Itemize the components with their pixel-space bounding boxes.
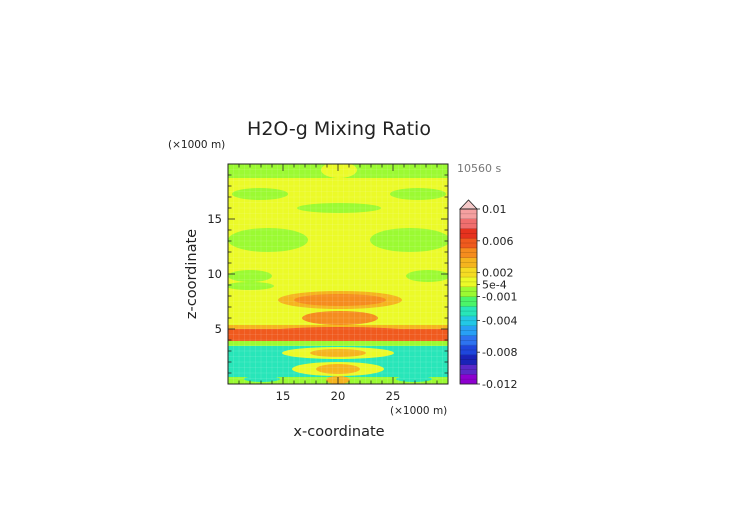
colorbar-swatch	[460, 345, 477, 356]
colorbar-swatch	[460, 354, 477, 365]
colorbar-swatch	[460, 364, 477, 375]
colorbar-swatch	[460, 247, 477, 258]
contour-band	[297, 203, 381, 213]
colorbar-swatch	[460, 306, 477, 317]
contour-band	[232, 188, 288, 200]
time-label: 10560 s	[457, 162, 501, 175]
colorbar-swatch	[460, 374, 477, 385]
contour-band	[406, 270, 448, 282]
x-unit-label: (×1000 m)	[390, 405, 447, 417]
contour-band	[321, 164, 357, 178]
contour-field	[228, 164, 448, 384]
colorbar-tick-label: 0.006	[482, 235, 514, 248]
colorbar-swatch	[460, 218, 477, 229]
y-tick-label: 5	[215, 322, 222, 336]
colorbar-tick-label: -0.001	[482, 291, 517, 304]
axes: 15 20 25 5 10 15	[207, 163, 449, 403]
y-axis-label: z-coordinate	[184, 229, 200, 319]
colorbar-swatch	[460, 238, 477, 249]
colorbar-swatch	[460, 257, 477, 268]
y-tick-label: 10	[207, 267, 222, 281]
colorbar-tick-label: 0.01	[482, 203, 507, 216]
colorbar-swatch	[460, 228, 477, 239]
colorbar-extend-arrow	[459, 199, 478, 210]
contour-band	[390, 188, 446, 200]
colorbar-tick-label: 0.002	[482, 267, 514, 280]
contour-band	[302, 311, 378, 325]
contour-band	[260, 327, 420, 339]
colorbar-swatch	[460, 325, 477, 336]
contour-band	[297, 252, 381, 272]
contour-band	[244, 376, 280, 382]
y-unit-label: (×1000 m)	[168, 139, 225, 151]
colorbar-tick-label: -0.004	[482, 314, 517, 327]
contour-band	[370, 228, 448, 252]
colorbar-swatch	[460, 315, 477, 326]
colorbar-tick-label: -0.012	[482, 378, 517, 391]
contour-band	[228, 282, 274, 290]
y-tick-label: 15	[207, 212, 222, 226]
contour-band	[228, 341, 448, 346]
colorbar-tick-label: -0.008	[482, 346, 517, 359]
colorbar-swatch	[460, 267, 477, 278]
contour-band	[396, 376, 432, 382]
x-tick-label: 20	[331, 389, 346, 403]
chart-title: H2O-g Mixing Ratio	[247, 118, 431, 140]
colorbar-swatch	[460, 296, 477, 307]
colorbar-tick-label: 5e-4	[482, 279, 507, 292]
x-tick-label: 25	[386, 389, 401, 403]
contour-band	[228, 228, 308, 252]
contour-band	[228, 270, 272, 282]
contour-band	[316, 364, 360, 374]
colorbar-swatch	[460, 209, 477, 220]
colorbar-swatch	[460, 286, 477, 297]
x-axis-label: x-coordinate	[293, 424, 384, 440]
colorbar-swatch	[460, 277, 477, 288]
x-tick-label: 15	[276, 389, 291, 403]
colorbar-swatch	[460, 335, 477, 346]
contour-band	[310, 349, 366, 357]
contour-band	[294, 294, 386, 306]
